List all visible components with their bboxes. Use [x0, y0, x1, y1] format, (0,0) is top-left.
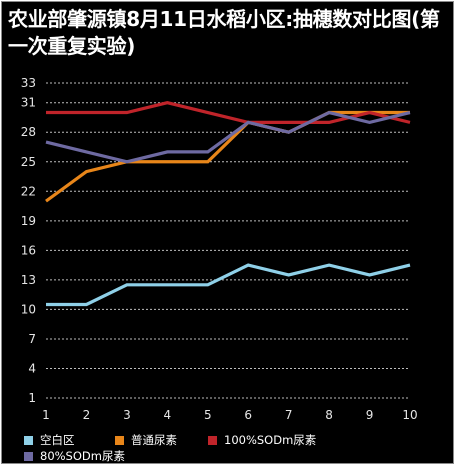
- legend-item: 100%SODm尿素: [208, 432, 316, 448]
- legend-swatch: [208, 436, 217, 445]
- legend-label: 空白区: [40, 433, 75, 447]
- x-tick-label: 7: [285, 408, 293, 422]
- y-tick-label: 13: [21, 273, 36, 287]
- legend-swatch: [24, 452, 33, 461]
- legend-label: 普通尿素: [131, 433, 177, 447]
- x-tick-label: 8: [325, 408, 333, 422]
- grid: [46, 82, 410, 399]
- legend-item: 空白区: [24, 432, 75, 448]
- x-tick-label: 4: [164, 408, 172, 422]
- legend-swatch: [24, 436, 33, 445]
- y-tick-label: 7: [28, 332, 36, 346]
- y-tick-label: 19: [21, 214, 36, 228]
- legend-label: 80%SODm尿素: [40, 449, 125, 463]
- y-tick-label: 28: [21, 125, 36, 139]
- x-tick-label: 3: [123, 408, 131, 422]
- chart-title: 农业部肇源镇8月11日水稻小区:抽穗数对比图(第一次重复实验): [8, 7, 440, 58]
- legend-swatch: [115, 436, 124, 445]
- x-tick-label: 9: [366, 408, 374, 422]
- y-tick-label: 33: [21, 76, 36, 90]
- y-tick-label: 25: [21, 155, 36, 169]
- series-line-4: [45, 110, 411, 164]
- y-tick-label: 16: [21, 243, 36, 257]
- x-axis: 1 2 3 4 5 6 7 8 9 10: [42, 408, 417, 422]
- legend-label: 100%SODm尿素: [224, 433, 317, 447]
- y-tick-label: 22: [21, 184, 36, 198]
- y-axis: 1 4 7 10 13 16 19 22 25 28 31 33: [21, 76, 36, 405]
- y-tick-label: 1: [28, 391, 36, 405]
- x-tick-label: 5: [204, 408, 212, 422]
- series-line-2: [45, 110, 410, 203]
- x-tick-label: 2: [83, 408, 91, 422]
- series-lines: [45, 101, 411, 307]
- x-tick-label: 10: [402, 408, 417, 422]
- x-tick-label: 6: [244, 408, 252, 422]
- legend-item: 普通尿素: [115, 432, 177, 448]
- y-tick-label: 10: [21, 302, 36, 316]
- y-tick-label: 4: [28, 361, 36, 375]
- x-tick-label: 1: [42, 408, 50, 422]
- legend-item: 80%SODm尿素: [24, 448, 125, 464]
- series-line-1: [46, 263, 411, 307]
- y-tick-label: 31: [21, 96, 36, 110]
